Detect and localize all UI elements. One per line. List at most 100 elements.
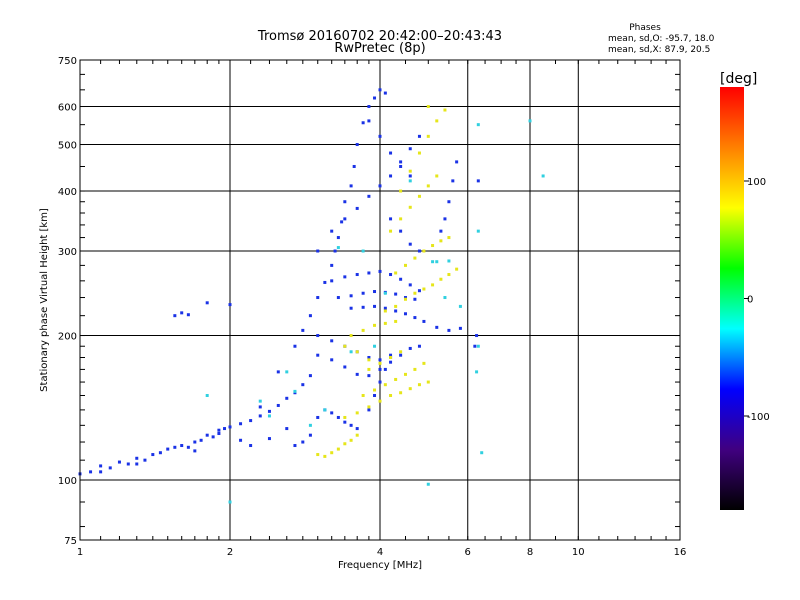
data-point bbox=[151, 453, 155, 457]
data-point bbox=[361, 394, 365, 398]
data-point bbox=[355, 206, 359, 210]
data-point bbox=[323, 408, 327, 412]
data-point bbox=[367, 271, 371, 275]
data-point bbox=[473, 344, 477, 348]
data-point bbox=[378, 399, 382, 403]
data-point bbox=[408, 169, 412, 173]
data-point bbox=[367, 408, 371, 412]
data-point bbox=[403, 263, 407, 267]
data-point bbox=[173, 314, 177, 318]
colorbar-tick-label: 100 bbox=[747, 177, 766, 188]
data-point bbox=[355, 372, 359, 376]
data-point bbox=[349, 438, 353, 442]
data-point bbox=[399, 189, 403, 193]
x-axis-label: Frequency [MHz] bbox=[338, 560, 422, 571]
data-point bbox=[408, 174, 412, 178]
data-point bbox=[417, 289, 421, 293]
data-point bbox=[408, 179, 412, 183]
y-tick-label: 100 bbox=[58, 476, 77, 487]
stats-x-mode: mean, sd,X: 87.9, 20.5 bbox=[608, 45, 710, 55]
data-point bbox=[373, 304, 377, 308]
y-tick-label: 75 bbox=[64, 536, 77, 547]
data-point bbox=[403, 297, 407, 301]
axis-ticks bbox=[80, 60, 680, 540]
data-point bbox=[361, 305, 365, 309]
data-point bbox=[333, 249, 337, 253]
data-point bbox=[408, 387, 412, 391]
data-point bbox=[211, 435, 215, 439]
data-point bbox=[193, 440, 197, 444]
data-point bbox=[417, 134, 421, 138]
data-point bbox=[389, 229, 393, 233]
colorbar-tick-label: 0 bbox=[747, 295, 753, 306]
data-point bbox=[301, 440, 305, 444]
data-point bbox=[349, 350, 353, 354]
data-point bbox=[293, 344, 297, 348]
data-point bbox=[417, 249, 421, 253]
data-point bbox=[383, 321, 387, 325]
data-point bbox=[403, 372, 407, 376]
data-point bbox=[403, 296, 407, 300]
data-point bbox=[480, 451, 484, 455]
data-point bbox=[422, 319, 426, 323]
data-point bbox=[378, 269, 382, 273]
data-point bbox=[193, 449, 197, 453]
data-point bbox=[475, 334, 479, 338]
data-point bbox=[383, 309, 387, 313]
data-point bbox=[408, 147, 412, 151]
x-tick-label: 10 bbox=[572, 547, 585, 558]
data-point bbox=[408, 346, 412, 350]
data-point bbox=[413, 316, 417, 320]
data-point bbox=[541, 174, 545, 178]
data-point bbox=[205, 394, 209, 398]
data-point bbox=[239, 438, 243, 442]
data-point bbox=[476, 179, 480, 183]
data-point bbox=[355, 350, 359, 354]
data-point bbox=[417, 344, 421, 348]
data-point bbox=[199, 438, 203, 442]
data-point bbox=[422, 287, 426, 291]
data-point bbox=[355, 433, 359, 437]
data-point bbox=[228, 500, 232, 504]
data-point bbox=[186, 445, 190, 449]
data-point bbox=[447, 259, 451, 263]
data-point bbox=[205, 301, 209, 305]
data-point bbox=[336, 415, 340, 419]
data-point bbox=[383, 291, 387, 295]
data-point bbox=[389, 174, 393, 178]
data-point bbox=[361, 291, 365, 295]
data-point bbox=[476, 123, 480, 127]
data-point bbox=[308, 433, 312, 437]
x-tick-labels: 1 2 4 6 8 10 16 bbox=[77, 547, 687, 558]
data-point bbox=[443, 108, 447, 112]
data-point bbox=[276, 403, 280, 407]
data-point bbox=[367, 367, 371, 371]
data-point bbox=[399, 217, 403, 221]
y-tick-label: 600 bbox=[58, 103, 77, 114]
data-point bbox=[383, 383, 387, 387]
data-point bbox=[417, 383, 421, 387]
data-point bbox=[301, 328, 305, 332]
data-point bbox=[417, 151, 421, 155]
data-point bbox=[316, 353, 320, 357]
data-point bbox=[180, 444, 184, 448]
data-point bbox=[476, 229, 480, 233]
data-point bbox=[316, 249, 320, 253]
data-point bbox=[528, 119, 532, 123]
colorbar-label: [deg] bbox=[720, 71, 757, 87]
data-point bbox=[323, 280, 327, 284]
data-point bbox=[330, 279, 334, 283]
data-point bbox=[249, 444, 253, 448]
data-point bbox=[336, 296, 340, 300]
data-point bbox=[394, 319, 398, 323]
data-point bbox=[343, 442, 347, 446]
data-point bbox=[389, 151, 393, 155]
data-point bbox=[285, 370, 289, 374]
data-point bbox=[343, 344, 347, 348]
y-tick-labels: 75 100 200 300 400 500 600 750 bbox=[58, 56, 77, 547]
x-tick-label: 16 bbox=[674, 547, 687, 558]
data-point bbox=[343, 420, 347, 424]
data-point bbox=[180, 311, 184, 315]
data-point bbox=[417, 194, 421, 198]
data-point bbox=[367, 194, 371, 198]
